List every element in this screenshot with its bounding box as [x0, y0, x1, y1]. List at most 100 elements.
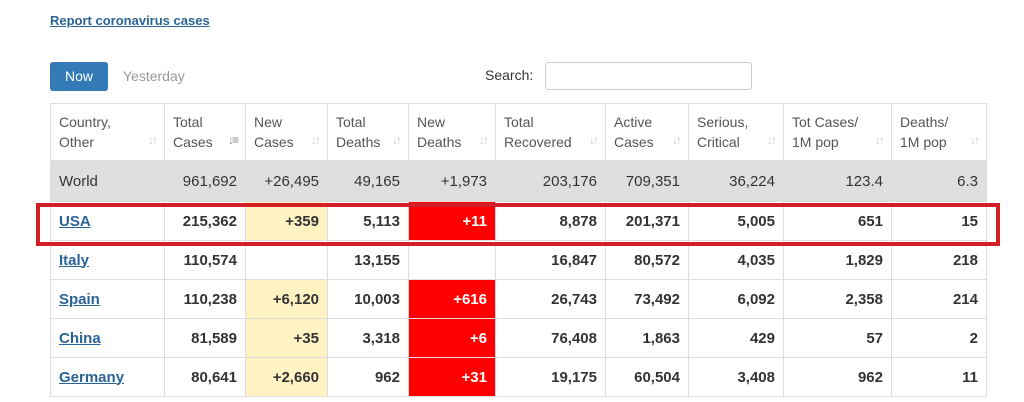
cell-tot-cases-1m: 123.4 [783, 160, 892, 202]
cell-deaths-1m: 6.3 [891, 160, 987, 202]
col-header-line2: Other [59, 134, 95, 150]
cell-active-cases: 709,351 [605, 160, 689, 202]
col-header-line2: Deaths [336, 134, 381, 150]
col-header-line1: Country, [59, 114, 111, 130]
coronavirus-stats-table: Country, Other ↓↑ Total Cases ↓≡ New Cases ↓↑ … [50, 103, 987, 397]
cell-new-cases: +35 [245, 318, 328, 358]
cell-active-cases: 60,504 [605, 357, 689, 397]
col-header-line2: Deaths [417, 134, 462, 150]
cell-active-cases: 1,863 [605, 318, 689, 358]
col-header-tot-cases-1m[interactable]: Tot Cases/1M pop ↓↑ [783, 103, 892, 161]
col-header-line2: Cases [614, 134, 654, 150]
col-header-line1: Active [614, 114, 653, 130]
cell-total-recovered: 16,847 [495, 240, 606, 280]
cell-new-deaths [408, 240, 496, 280]
cell-new-cases [245, 240, 328, 280]
cell-country: Germany [50, 357, 165, 397]
cell-deaths-1m: 214 [891, 279, 987, 319]
col-header-line2: Recovered [504, 134, 572, 150]
cell-total-recovered: 19,175 [495, 357, 606, 397]
col-header-total-deaths[interactable]: Total Deaths ↓↑ [327, 103, 409, 161]
sort-arrows-icon: ↓↑ [672, 133, 682, 147]
cell-total-cases: 80,641 [164, 357, 246, 397]
cell-total-recovered: 26,743 [495, 279, 606, 319]
col-header-line1: Total [173, 114, 203, 130]
cell-tot-cases-1m: 1,829 [783, 240, 892, 280]
col-header-line2: Cases [254, 134, 294, 150]
col-header-line1: Tot Cases/ [792, 114, 859, 130]
col-header-country[interactable]: Country, Other ↓↑ [50, 103, 165, 161]
report-cases-link[interactable]: Report coronavirus cases [50, 13, 210, 28]
table-row-usa: USA 215,362 +359 5,113 +11 8,878 201,371… [50, 201, 987, 241]
col-header-new-deaths[interactable]: New Deaths ↓↑ [408, 103, 496, 161]
cell-deaths-1m: 11 [891, 357, 987, 397]
cell-total-deaths: 13,155 [327, 240, 409, 280]
col-header-line2: Critical [697, 134, 740, 150]
col-header-line1: New [417, 114, 446, 130]
cell-deaths-1m: 2 [891, 318, 987, 358]
sort-arrows-icon: ↓↑ [970, 133, 980, 147]
col-header-line1: Deaths/ [900, 114, 949, 130]
table-row-china: China 81,589 +35 3,318 +6 76,408 1,863 4… [50, 318, 987, 358]
sort-arrows-icon: ↓↑ [479, 133, 489, 147]
cell-tot-cases-1m: 962 [783, 357, 892, 397]
cell-new-deaths: +616 [408, 279, 496, 319]
tab-yesterday[interactable]: Yesterday [123, 68, 185, 84]
col-header-deaths-1m[interactable]: Deaths/1M pop ↓↑ [891, 103, 987, 161]
col-header-active-cases[interactable]: Active Cases ↓↑ [605, 103, 689, 161]
cell-total-cases: 110,238 [164, 279, 246, 319]
cell-total-cases: 110,574 [164, 240, 246, 280]
cell-serious-critical: 36,224 [688, 160, 784, 202]
cell-country: China [50, 318, 165, 358]
search-input[interactable] [545, 62, 752, 90]
cell-total-deaths: 3,318 [327, 318, 409, 358]
table-row-italy: Italy 110,574 13,155 16,847 80,572 4,035… [50, 240, 987, 280]
cell-total-deaths: 5,113 [327, 201, 409, 241]
cell-new-deaths: +1,973 [408, 160, 496, 202]
cell-serious-critical: 5,005 [688, 201, 784, 241]
col-header-total-recovered[interactable]: Total Recovered ↓↑ [495, 103, 606, 161]
country-link[interactable]: China [59, 329, 101, 347]
cell-active-cases: 201,371 [605, 201, 689, 241]
sort-arrows-icon: ↓↑ [875, 133, 885, 147]
col-header-line2: 1M pop [792, 134, 839, 150]
cell-total-recovered: 203,176 [495, 160, 606, 202]
col-header-total-cases[interactable]: Total Cases ↓≡ [164, 103, 246, 161]
cell-serious-critical: 6,092 [688, 279, 784, 319]
country-link[interactable]: Italy [59, 251, 90, 269]
cell-country: Italy [50, 240, 165, 280]
country-link[interactable]: USA [59, 212, 91, 230]
sort-arrows-icon: ↓↑ [767, 133, 777, 147]
country-name: World [59, 172, 98, 190]
col-header-line2: 1M pop [900, 134, 947, 150]
cell-total-recovered: 76,408 [495, 318, 606, 358]
cell-total-cases: 961,692 [164, 160, 246, 202]
tab-now[interactable]: Now [50, 62, 108, 91]
table-header-row: Country, Other ↓↑ Total Cases ↓≡ New Cases ↓↑ … [50, 103, 987, 161]
cell-serious-critical: 3,408 [688, 357, 784, 397]
country-link[interactable]: Spain [59, 290, 100, 308]
col-header-line1: Total [336, 114, 366, 130]
col-header-line2: Cases [173, 134, 213, 150]
cell-active-cases: 73,492 [605, 279, 689, 319]
col-header-serious-critical[interactable]: Serious, Critical ↓↑ [688, 103, 784, 161]
cell-new-deaths: +11 [408, 201, 496, 241]
cell-serious-critical: 4,035 [688, 240, 784, 280]
cell-tot-cases-1m: 57 [783, 318, 892, 358]
cell-deaths-1m: 15 [891, 201, 987, 241]
sort-desc-icon: ↓≡ [227, 133, 239, 147]
cell-tot-cases-1m: 651 [783, 201, 892, 241]
sort-arrows-icon: ↓↑ [589, 133, 599, 147]
cell-country: World [50, 160, 165, 202]
table-row-germany: Germany 80,641 +2,660 962 +31 19,175 60,… [50, 357, 987, 397]
table-row-world: World 961,692 +26,495 49,165 +1,973 203,… [50, 160, 987, 202]
cell-serious-critical: 429 [688, 318, 784, 358]
cell-active-cases: 80,572 [605, 240, 689, 280]
cell-new-deaths: +6 [408, 318, 496, 358]
col-header-new-cases[interactable]: New Cases ↓↑ [245, 103, 328, 161]
cell-country: Spain [50, 279, 165, 319]
country-link[interactable]: Germany [59, 368, 125, 386]
col-header-line1: Serious, [697, 114, 749, 130]
cell-deaths-1m: 218 [891, 240, 987, 280]
col-header-line1: Total [504, 114, 534, 130]
